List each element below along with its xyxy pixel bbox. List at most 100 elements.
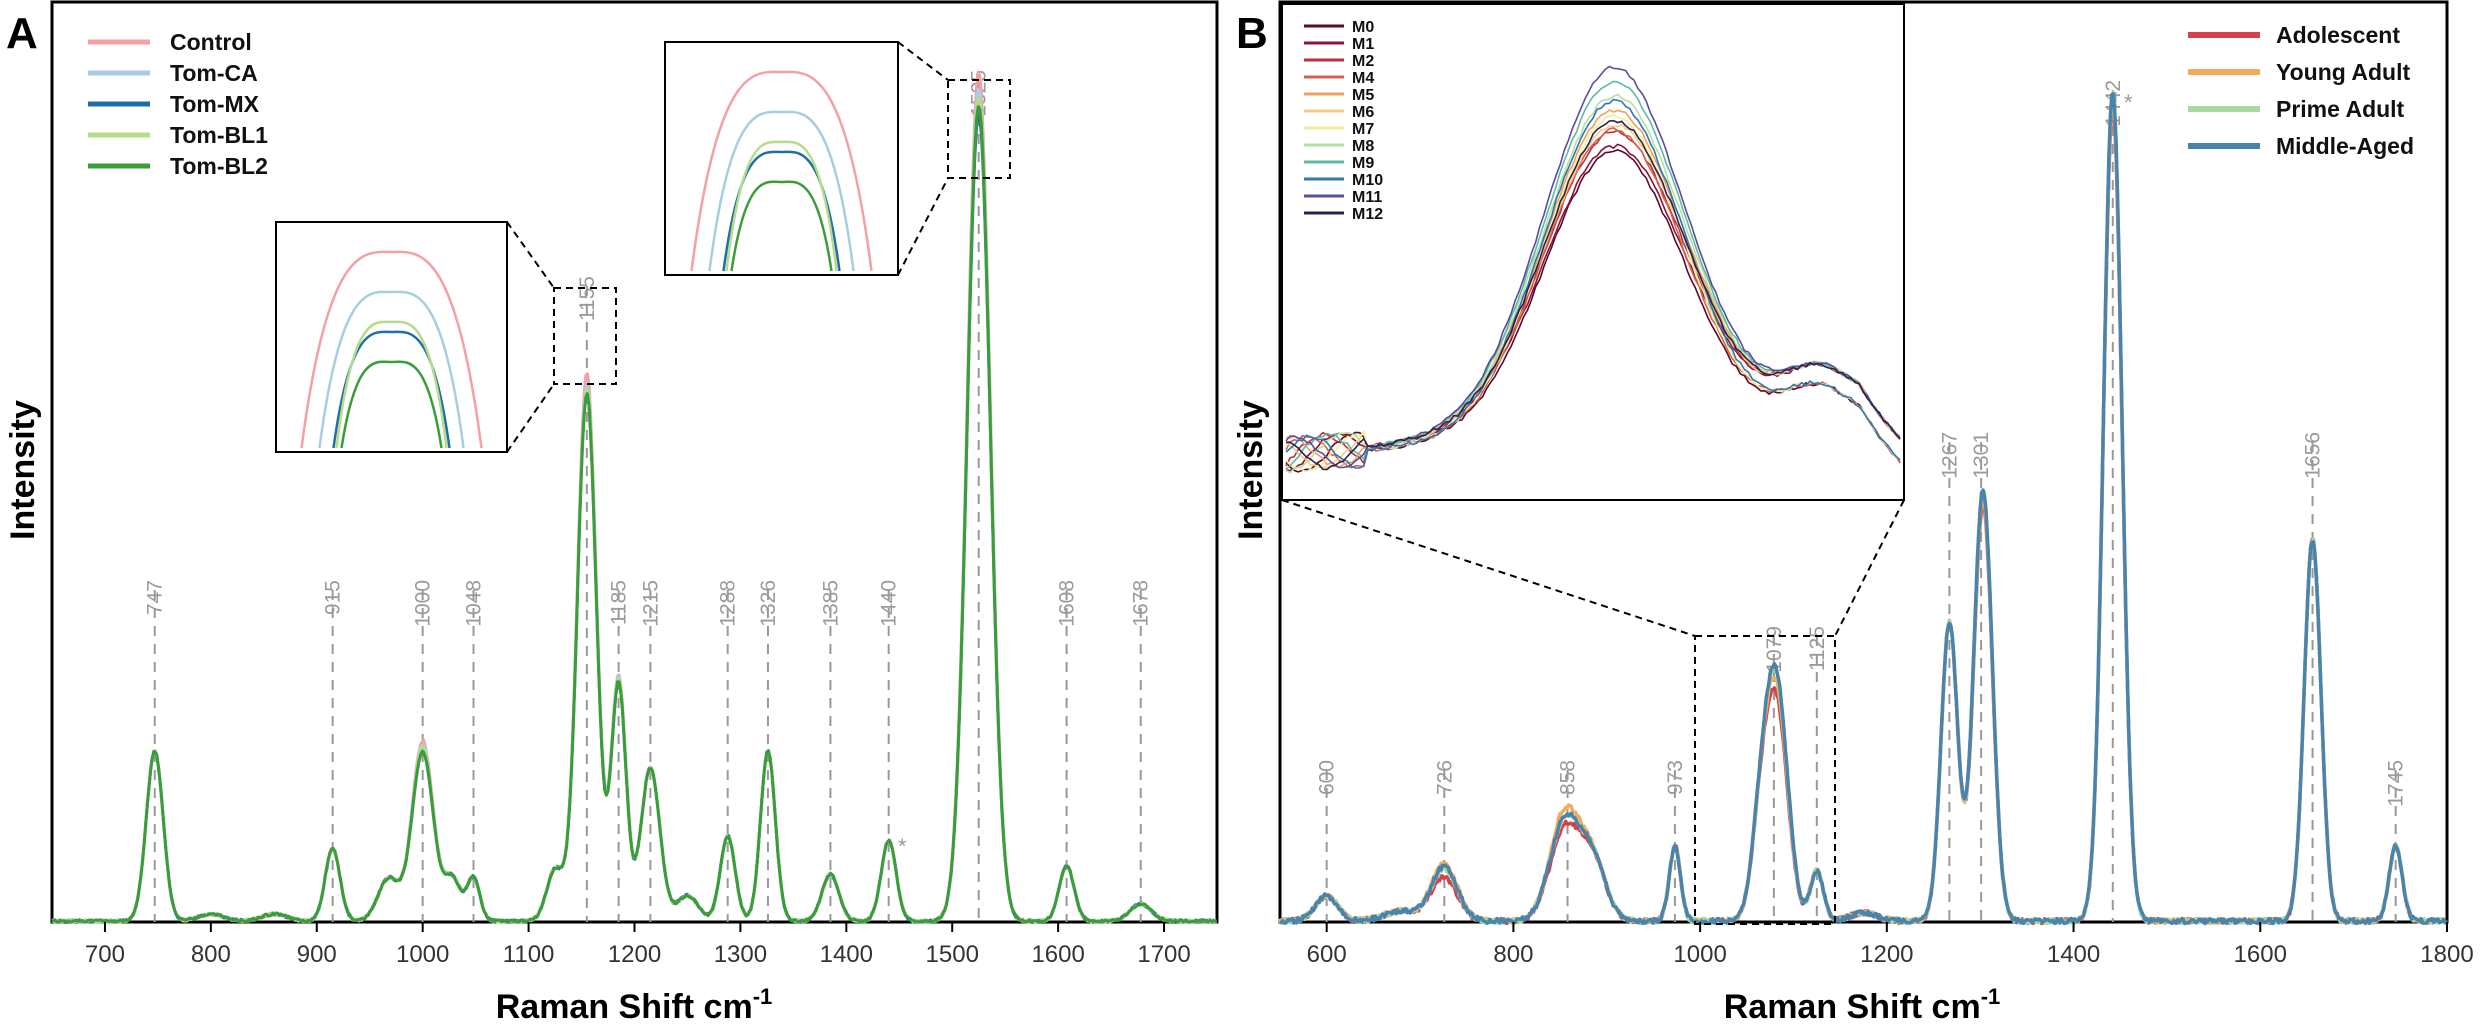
peak-label-1155: 1155 <box>576 276 599 321</box>
x-tick-label-1000: 1000 <box>1673 941 1726 968</box>
inset-legend-label-m6: M6 <box>1352 104 1374 121</box>
x-tick-label-600: 600 <box>1307 941 1347 968</box>
inset-1525-series-tom-bl2 <box>730 180 833 272</box>
panel-b-spectra <box>1278 90 2448 926</box>
inset-1155-series-tom-bl2 <box>340 360 443 449</box>
panel-b-x-axis: 600 800 1000 1200 1400 1600 1800 <box>1307 922 2474 968</box>
peak-label-1048: 1048 <box>463 580 486 627</box>
legend-label-young-adult: Young Adult <box>2276 59 2410 85</box>
inset-legend-label-m11: M11 <box>1352 189 1382 206</box>
inset-monthly-series-m11 <box>1285 65 1901 469</box>
x-tick-label-700: 700 <box>85 941 125 968</box>
panel-b-x-axis-title: Raman Shift cm-1 <box>1724 984 2001 1026</box>
peak-label-1678: 1678 <box>1130 580 1153 627</box>
inset-1525-series-tom-bl1 <box>725 140 838 272</box>
series-line-middle-aged <box>1279 92 2448 926</box>
panel-a-y-axis-title: Intensity <box>4 400 42 540</box>
peak-label-1288: 1288 <box>717 580 740 627</box>
x-tick-label-1600: 1600 <box>1031 941 1084 968</box>
series-line-tom-bl1 <box>51 96 1217 924</box>
peak-label-1440: 1440 <box>878 580 901 627</box>
x-tick-label-1200: 1200 <box>608 941 661 968</box>
zoom-connector-1155-top <box>506 221 555 289</box>
x-tick-label-1000: 1000 <box>396 941 449 968</box>
zoom-box-1155 <box>553 287 617 385</box>
peak-label-1385: 1385 <box>819 580 842 627</box>
inset-monthly-series-m9 <box>1285 80 1901 470</box>
peak-label-1745: 1745 <box>2385 760 2408 807</box>
x-tick-label-1800: 1800 <box>2420 941 2473 968</box>
peak-label-1000: 1000 <box>412 580 435 627</box>
zoom-box-1079-1125 <box>1694 635 1836 925</box>
peak-label-1185: 1185 <box>608 580 631 625</box>
zoom-connector-1525-bottom <box>897 177 949 276</box>
peak-label-1301: 1301 <box>1970 432 1993 479</box>
inset-1155-series-tom-bl1 <box>335 320 448 449</box>
peak-label-1267: 1267 <box>1938 432 1961 479</box>
panel-b-y-axis-title: Intensity <box>1232 400 1270 540</box>
peak-label-1326: 1326 <box>757 580 780 627</box>
x-tick-label-1300: 1300 <box>714 941 767 968</box>
x-tick-label-1400: 1400 <box>2047 941 2100 968</box>
panel-b-frame <box>1278 0 2449 924</box>
inset-1525 <box>664 41 899 276</box>
peak-label-600: 600 <box>1316 760 1339 795</box>
inset-legend-label-m2: M2 <box>1352 53 1374 70</box>
panel-a: A 747 915 1000 1048 1155 1185 1215 1288 1326 1385… <box>4 0 1219 1026</box>
x-tick-label-1400: 1400 <box>820 941 873 968</box>
x-tick-label-800: 800 <box>191 941 231 968</box>
inset-legend-label-m0: M0 <box>1352 19 1374 36</box>
zoom-connector-b-left <box>1281 499 1696 637</box>
inset-1155 <box>275 221 508 453</box>
inset-1155-series-tom-ca <box>318 290 465 449</box>
peak-label-1215: 1215 <box>639 580 662 627</box>
legend-label-control: Control <box>170 29 252 55</box>
peak-label-1608: 1608 <box>1056 580 1079 627</box>
series-line-control <box>51 70 1217 924</box>
peak-label-726: 726 <box>1433 760 1456 795</box>
panel-b-star-annotation: * <box>2124 90 2133 115</box>
legend-label-tom-mx: Tom-MX <box>170 91 260 117</box>
panel-b-letter: B <box>1236 9 1268 58</box>
inset-1155-series-control <box>300 250 483 449</box>
peak-label-973: 973 <box>1664 760 1687 795</box>
peak-label-858: 858 <box>1557 760 1580 795</box>
panel-a-x-axis: 700 800 900 1000 1100 1200 1300 1400 1500 1600 170… <box>85 922 1191 968</box>
x-tick-label-1500: 1500 <box>926 941 979 968</box>
zoom-connector-1525-top <box>897 41 949 81</box>
x-tick-label-800: 800 <box>1493 941 1533 968</box>
legend-label-tom-bl1: Tom-BL1 <box>170 122 268 148</box>
inset-legend-label-m9: M9 <box>1352 155 1374 172</box>
inset-legend-label-m10: M10 <box>1352 172 1383 189</box>
inset-legend-label-m1: M1 <box>1352 36 1374 53</box>
zoom-box-1525 <box>947 79 1011 179</box>
inset-legend-label-m7: M7 <box>1352 121 1374 138</box>
inset-legend-label-m4: M4 <box>1352 70 1374 87</box>
x-tick-label-1200: 1200 <box>1860 941 1913 968</box>
legend-label-adolescent: Adolescent <box>2276 22 2400 48</box>
peak-label-915: 915 <box>322 580 345 615</box>
x-tick-label-1100: 1100 <box>503 941 555 968</box>
peak-label-747: 747 <box>144 580 167 615</box>
panel-a-legend: Control Tom-CA Tom-MX Tom-BL1 Tom-BL2 <box>88 29 268 179</box>
panel-a-spectra <box>51 70 1218 924</box>
inset-legend-label-m8: M8 <box>1352 138 1374 155</box>
inset-1525-series-control <box>690 70 873 272</box>
panel-b-legend: Adolescent Young Adult Prime Adult Middl… <box>2188 22 2414 159</box>
inset-monthly-series-m10 <box>1285 98 1901 469</box>
peak-label-1079: 1079 <box>1763 626 1786 673</box>
x-tick-label-1700: 1700 <box>1137 941 1190 968</box>
peak-label-1656: 1656 <box>2302 432 2325 479</box>
inset-legend-label-m5: M5 <box>1352 87 1374 104</box>
inset-1525-series-tom-ca <box>708 110 855 272</box>
legend-label-tom-bl2: Tom-BL2 <box>170 153 268 179</box>
legend-label-middle-aged: Middle-Aged <box>2276 133 2414 159</box>
panel-a-star-annotation: * <box>898 834 907 859</box>
x-tick-label-900: 900 <box>297 941 337 968</box>
legend-label-prime-adult: Prime Adult <box>2276 96 2405 122</box>
inset-1525-frame <box>664 41 899 276</box>
